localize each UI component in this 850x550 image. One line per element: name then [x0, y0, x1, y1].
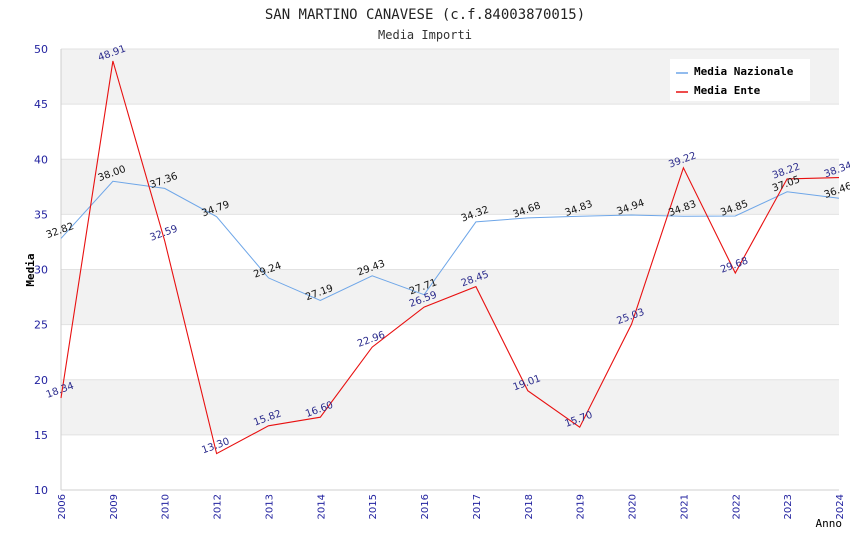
x-tick-label: 2010 — [161, 494, 172, 519]
x-tick-label: 2012 — [213, 494, 224, 519]
series-line-ente — [60, 60, 840, 455]
x-tick-label: 2024 — [835, 494, 846, 519]
y-axis-ticks: 10 15 20 25 30 35 40 45 50 — [34, 43, 48, 497]
chart-title: SAN MARTINO CANAVESE (c.f.84003870015) — [265, 7, 585, 23]
x-tick-label: 2020 — [628, 494, 639, 519]
series-line-nazionale — [60, 180, 840, 302]
background-band — [61, 214, 839, 270]
x-axis-ticks: 2006 2009 2010 2012 2013 2014 2015 2016 2017 2018… — [57, 494, 846, 519]
x-tick-label: 2022 — [731, 494, 742, 519]
y-tick-label: 20 — [34, 374, 48, 387]
y-axis-title: Media — [24, 253, 37, 286]
background-band — [61, 104, 839, 160]
x-tick-label: 2014 — [316, 494, 327, 519]
y-tick-label: 40 — [34, 153, 48, 166]
background-band — [61, 324, 839, 380]
x-tick-label: 2021 — [679, 494, 690, 519]
axes — [60, 49, 839, 491]
legend-label-ente: Media Ente — [694, 84, 761, 97]
y-tick-label: 25 — [34, 319, 48, 332]
y-tick-label: 10 — [34, 484, 48, 497]
x-axis-title: Anno — [816, 517, 843, 530]
y-tick-label: 45 — [34, 98, 48, 111]
y-tick-label: 30 — [34, 264, 48, 277]
x-tick-label: 2015 — [368, 494, 379, 519]
y-tick-label: 35 — [34, 208, 48, 221]
background-band — [61, 379, 839, 435]
x-tick-label: 2019 — [576, 494, 587, 519]
chart-subtitle: Media Importi — [378, 28, 472, 42]
x-tick-label: 2016 — [420, 494, 431, 519]
background-band — [61, 159, 839, 215]
legend: Media Nazionale Media Ente — [670, 59, 810, 101]
x-tick-label: 2023 — [783, 494, 794, 519]
legend-label-nazionale: Media Nazionale — [694, 65, 794, 78]
x-tick-label: 2009 — [109, 494, 120, 519]
legend-box — [670, 59, 810, 101]
x-tick-label: 2018 — [524, 494, 535, 519]
x-tick-label: 2017 — [472, 494, 483, 519]
y-tick-label: 15 — [34, 429, 48, 442]
series-lines — [60, 60, 840, 455]
x-tick-label: 2006 — [57, 494, 68, 519]
x-tick-label: 2013 — [264, 494, 275, 519]
background-band — [61, 434, 839, 490]
y-tick-label: 50 — [34, 43, 48, 56]
background-bands — [61, 49, 839, 490]
